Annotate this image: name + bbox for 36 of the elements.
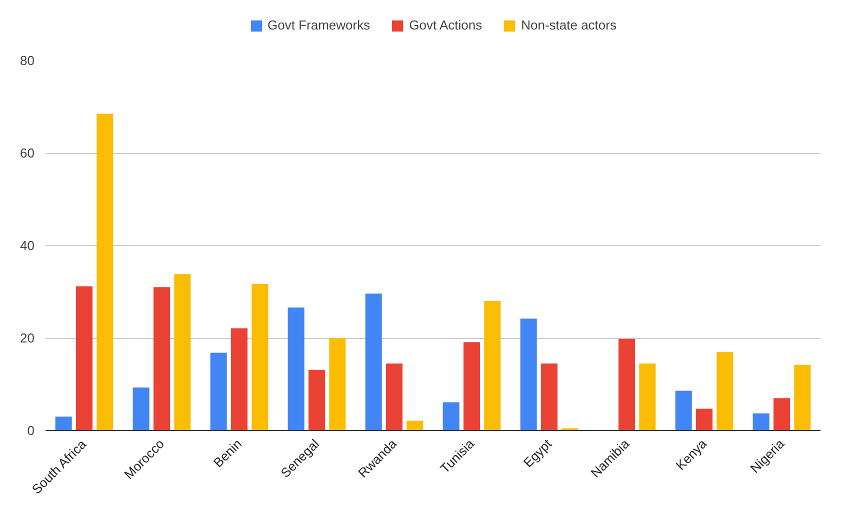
bar: [365, 294, 382, 430]
bar: [716, 352, 734, 430]
bar: [794, 364, 811, 430]
bar: [484, 301, 501, 430]
bar: [153, 287, 170, 430]
bar: [308, 370, 326, 430]
bar: [174, 274, 191, 430]
bar: [520, 318, 537, 430]
bar: [696, 408, 713, 430]
bar: [386, 363, 403, 430]
y-tick-label: 80: [20, 53, 35, 68]
bar: [618, 338, 636, 430]
bar: [288, 307, 304, 430]
bar: [540, 363, 558, 430]
bar: [442, 402, 460, 430]
bar: [406, 420, 424, 430]
bar: [463, 342, 480, 430]
y-tick-label: 40: [20, 238, 35, 253]
bar: [230, 328, 248, 430]
bar: [752, 413, 770, 430]
bar: [773, 398, 790, 430]
bar: [76, 286, 93, 430]
legend-label: Govt Actions: [409, 18, 482, 32]
bar: [639, 363, 656, 430]
y-tick-label: 20: [20, 330, 35, 346]
y-tick-label: 60: [20, 146, 35, 160]
bar: [96, 114, 114, 430]
bar: [252, 284, 268, 430]
bar: [55, 416, 72, 430]
legend-label: Govt Frameworks: [268, 18, 370, 32]
bar: [675, 390, 692, 430]
y-tick-label: 0: [27, 423, 35, 438]
bar: [210, 352, 227, 430]
bar: [132, 387, 150, 430]
bar: [329, 338, 346, 430]
legend-label: Non-state actors: [521, 18, 616, 32]
